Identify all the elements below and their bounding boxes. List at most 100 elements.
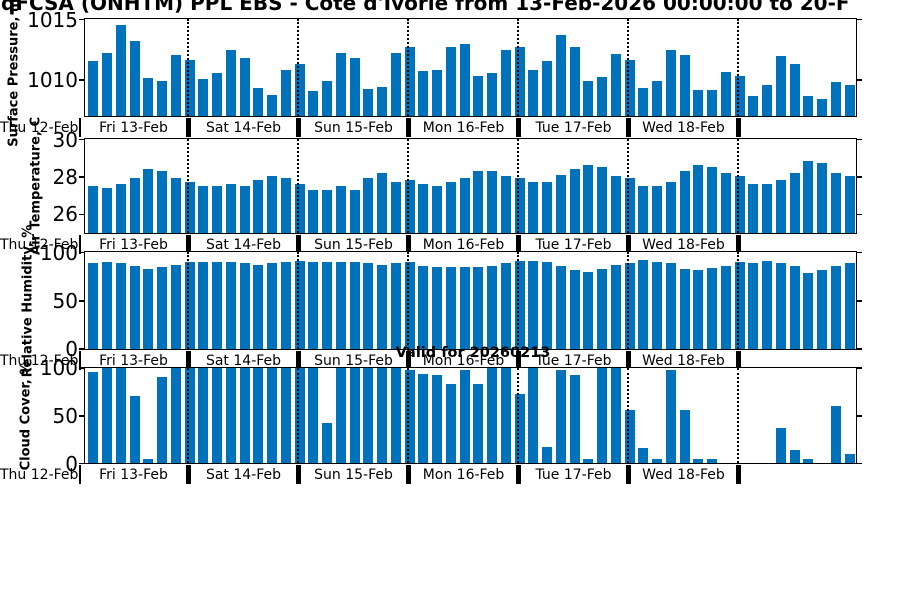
air-temperature-bar <box>115 183 126 233</box>
surface-pressure-bar <box>789 63 800 116</box>
surface-pressure-bar <box>844 85 855 116</box>
day-separator-line <box>297 367 299 463</box>
cloud-cover-bar <box>198 367 209 463</box>
surface-pressure-bar <box>707 90 717 116</box>
cloud-cover-ytick-mark-left <box>79 367 85 369</box>
air-temperature-bar <box>762 183 772 233</box>
air-temperature-bar <box>555 174 566 233</box>
surface-pressure-bar <box>335 52 346 116</box>
relative-humidity-bar <box>597 269 607 349</box>
air-temperature-ytick-mark-right <box>856 176 862 178</box>
surface-pressure-bar <box>102 52 112 116</box>
day-separator-line <box>407 252 409 349</box>
day-tick-mark <box>516 234 521 254</box>
cloud-cover-bar <box>473 383 484 463</box>
air-temperature-ytick-label: 30 <box>52 127 78 152</box>
day-label: Fri 13-Feb <box>99 352 168 369</box>
cloud-cover-ytick-mark-right <box>856 367 862 369</box>
air-temperature-bar <box>775 180 786 233</box>
cloud-cover-bar <box>679 410 690 463</box>
day-label: Fri 13-Feb <box>99 119 168 136</box>
air-temperature-bar <box>693 165 704 233</box>
day-tick-mark <box>626 350 631 370</box>
relative-humidity-bar <box>239 263 250 349</box>
air-temperature-bar <box>322 189 332 233</box>
cloud-cover-ytick-mark-left <box>79 462 85 465</box>
air-temperature-bar <box>445 182 456 233</box>
cloud-cover-bar <box>487 367 497 463</box>
surface-pressure-bar <box>693 90 704 116</box>
surface-pressure-bar <box>377 86 387 116</box>
surface-pressure-bar <box>652 80 662 116</box>
air-temperature-bar <box>184 182 195 233</box>
surface-pressure-bar <box>459 44 470 116</box>
surface-pressure-bar <box>88 61 99 116</box>
air-temperature-bar <box>432 185 442 233</box>
air-temperature-bar <box>294 183 305 233</box>
day-separator-line <box>297 252 299 349</box>
day-separator-line <box>737 19 739 116</box>
day-tick-mark <box>626 234 631 254</box>
relative-humidity-bar <box>762 261 772 349</box>
axis-start-label: Thu 12-Feb <box>0 467 79 483</box>
surface-pressure-ytick-label: 1010 <box>27 67 78 92</box>
air-temperature-bar <box>267 176 277 233</box>
cloud-cover-ytick-mark-right <box>856 462 862 465</box>
day-tick-mark <box>296 117 301 137</box>
surface-pressure-plot-area <box>85 19 856 116</box>
day-label: Fri 13-Feb <box>99 236 168 253</box>
relative-humidity-bar <box>253 265 264 349</box>
air-temperature-bar <box>817 163 827 233</box>
day-label: Wed 18-Feb <box>642 236 725 253</box>
relative-humidity-bar <box>335 262 346 349</box>
air-temperature-bar <box>844 176 855 233</box>
day-tick-mark <box>736 465 741 484</box>
surface-pressure-bar <box>514 46 525 116</box>
cloud-cover-ytick-mark-left <box>79 414 85 417</box>
cloud-cover-bar <box>514 394 525 463</box>
air-temperature-ytick-label: 26 <box>52 202 78 227</box>
air-temperature-bar <box>143 168 154 233</box>
cloud-cover-bar <box>253 367 264 463</box>
surface-pressure-ytick-mark-left <box>79 18 85 21</box>
cloud-cover-bar <box>844 454 855 463</box>
cloud-cover-bar <box>267 367 277 463</box>
surface-pressure-bar <box>390 52 401 116</box>
relative-humidity-bar <box>267 263 277 349</box>
day-separator-line <box>627 139 629 233</box>
relative-humidity-bar <box>459 267 470 349</box>
cloud-cover-bar <box>830 405 841 463</box>
day-label: Sat 14-Feb <box>205 236 282 253</box>
day-separator-line <box>737 252 739 349</box>
day-separator-line <box>627 19 629 116</box>
axis-start-label: Thu 12-Feb <box>0 352 79 369</box>
relative-humidity-ytick-mark-left <box>79 251 85 254</box>
day-tick-mark <box>406 350 411 370</box>
air-temperature-bar <box>569 168 580 233</box>
surface-pressure-bar <box>129 40 140 116</box>
air-temperature-bar <box>638 185 649 233</box>
relative-humidity-bar <box>115 263 126 349</box>
cloud-cover-ytick-label: 0 <box>65 451 78 476</box>
relative-humidity-bar <box>569 269 580 349</box>
relative-humidity-ytick-mark-left <box>79 348 85 350</box>
day-label: Fri 13-Feb <box>99 467 168 483</box>
relative-humidity-bar <box>143 269 154 349</box>
cloud-cover-bar <box>583 459 594 463</box>
day-tick-mark <box>516 117 521 137</box>
air-temperature-ytick-mark-left <box>79 213 85 216</box>
chart-title: qFCSA (ONHTM) PPL EBS - Cote d'Ivorie fr… <box>1 0 850 15</box>
relative-humidity-bar <box>542 262 552 349</box>
day-tick-mark <box>79 234 81 254</box>
air-temperature-bar <box>583 165 594 233</box>
cloud-cover-bar <box>212 367 222 463</box>
cloud-cover-bar <box>445 383 456 463</box>
day-label: Wed 18-Feb <box>642 352 725 369</box>
day-separator-line <box>517 252 519 349</box>
relative-humidity-bar <box>707 268 717 349</box>
cloud-cover-bar <box>239 367 250 463</box>
surface-pressure-bar <box>225 50 236 116</box>
day-label: Wed 18-Feb <box>642 119 725 136</box>
cloud-cover-bar <box>294 367 305 463</box>
